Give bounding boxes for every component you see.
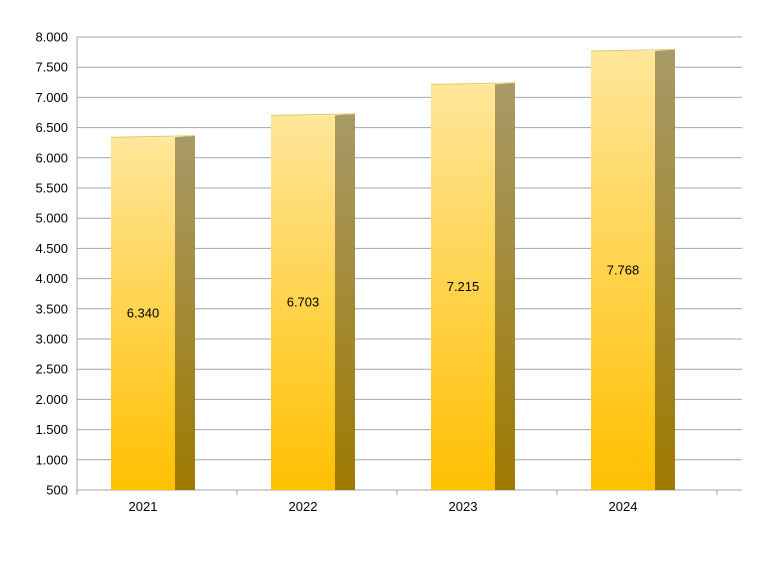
bar-side-2023 [495, 82, 515, 490]
bar-2024 [591, 51, 655, 491]
bar-top-edge-2022 [270, 113, 356, 116]
bar-2022 [271, 115, 335, 490]
bar-top-edge-2024 [590, 49, 676, 52]
y-tick-label: 4.000 [35, 271, 68, 286]
x-tick-label: 2022 [289, 499, 318, 514]
y-tick-label: 2.500 [35, 362, 68, 377]
data-label-2022: 6.703 [287, 295, 320, 310]
y-tick-label: 1.500 [35, 422, 68, 437]
data-label-2021: 6.340 [127, 306, 160, 321]
bar-2023 [431, 84, 495, 490]
bar-side-2022 [335, 113, 355, 490]
data-label-2023: 7.215 [447, 279, 480, 294]
y-tick-label: 3.500 [35, 301, 68, 316]
y-tick-label: 500 [46, 483, 68, 498]
y-tick-label: 5.500 [35, 181, 68, 196]
bar-side-2021 [175, 135, 195, 490]
bar-top-edge-2021 [110, 135, 196, 138]
y-tick-label: 7.500 [35, 60, 68, 75]
bar-side-2024 [655, 49, 675, 491]
y-tick-label: 4.500 [35, 241, 68, 256]
y-tick-label: 5.000 [35, 211, 68, 226]
bar-2021 [111, 137, 175, 490]
x-tick-label: 2021 [129, 499, 158, 514]
y-tick-label: 6.500 [35, 120, 68, 135]
x-tick-label: 2024 [609, 499, 638, 514]
data-label-2024: 7.768 [607, 263, 640, 278]
labels: 500 1.000 1.500 2.000 2.500 3.000 3.500 4.000 4.… [35, 30, 639, 515]
y-tick-label: 8.000 [35, 30, 68, 45]
y-tick-label: 3.000 [35, 332, 68, 347]
y-tick-label: 6.000 [35, 150, 68, 165]
x-tick-label: 2023 [449, 499, 478, 514]
y-tick-label: 2.000 [35, 392, 68, 407]
y-tick-label: 7.000 [35, 90, 68, 105]
bars [110, 49, 676, 491]
y-tick-label: 1.000 [35, 452, 68, 467]
bar-top-edge-2023 [430, 82, 516, 85]
